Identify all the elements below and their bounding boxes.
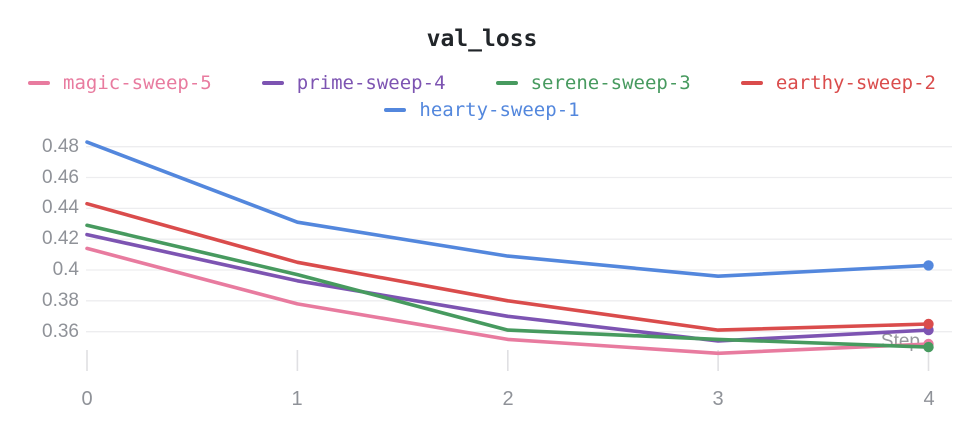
- x-axis-tick-label: 4: [923, 388, 935, 410]
- legend-swatch-icon: [384, 108, 407, 112]
- y-axis-tick-label: 0.48: [42, 136, 79, 157]
- legend-item-serene-sweep-3[interactable]: serene-sweep-3: [495, 72, 691, 94]
- legend-swatch-icon: [740, 81, 763, 85]
- chart-title: val_loss: [426, 26, 538, 52]
- x-axis-tick-label: 3: [712, 388, 724, 410]
- y-axis-tick-label: 0.4: [52, 259, 79, 280]
- legend-swatch-icon: [261, 81, 284, 85]
- y-axis-tick-label: 0.46: [42, 167, 79, 188]
- x-axis-tick-label: 0: [81, 388, 93, 410]
- series-endpoint-dot-earthy-sweep-2[interactable]: [923, 318, 934, 330]
- x-axis-tick-label: 2: [502, 388, 514, 410]
- legend-row-2: hearty-sweep-1: [0, 99, 964, 121]
- series-line-prime-sweep-4[interactable]: [85, 232, 931, 343]
- legend-item-label: prime-sweep-4: [296, 72, 446, 94]
- y-axis-tick-label: 0.38: [42, 290, 79, 311]
- series-line-hearty-sweep-1[interactable]: [85, 140, 931, 279]
- legend-row-1: magic-sweep-5 prime-sweep-4 serene-sweep-3…: [0, 72, 964, 94]
- series-line-earthy-sweep-2[interactable]: [85, 201, 931, 332]
- y-axis-tick-label: 0.42: [42, 228, 79, 249]
- series-line-magic-sweep-5[interactable]: [85, 246, 931, 356]
- y-axis-tick-label: 0.36: [42, 321, 79, 342]
- y-axis-tick-label: 0.44: [42, 197, 79, 218]
- legend-swatch-icon: [495, 81, 518, 85]
- series-line-serene-sweep-3[interactable]: [85, 223, 931, 349]
- legend-swatch-icon: [28, 81, 50, 85]
- legend-item-magic-sweep-5[interactable]: magic-sweep-5: [28, 72, 212, 94]
- legend-item-label: hearty-sweep-1: [419, 99, 580, 121]
- legend-item-earthy-sweep-2[interactable]: earthy-sweep-2: [740, 72, 936, 94]
- series-endpoint-dot-hearty-sweep-1[interactable]: [923, 260, 934, 271]
- series-endpoint-dot-serene-sweep-3[interactable]: [923, 341, 934, 353]
- legend-item-label: earthy-sweep-2: [775, 72, 936, 94]
- legend-item-prime-sweep-4[interactable]: prime-sweep-4: [261, 72, 446, 94]
- x-axis-tick-label: 1: [291, 388, 303, 410]
- legend-item-label: magic-sweep-5: [63, 72, 212, 94]
- legend-item-label: serene-sweep-3: [530, 72, 691, 94]
- legend-item-hearty-sweep-1[interactable]: hearty-sweep-1: [384, 99, 580, 121]
